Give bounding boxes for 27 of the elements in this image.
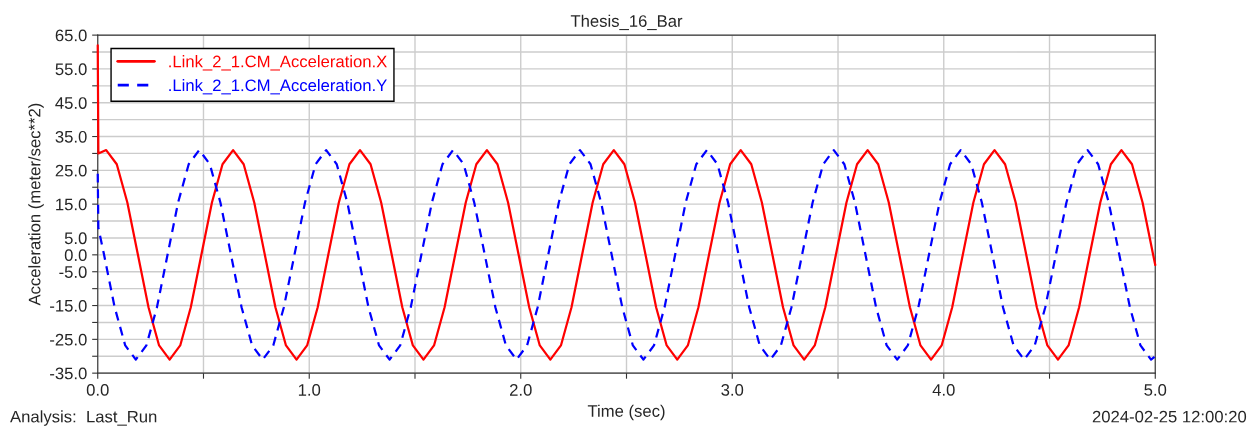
y-tick-label: -25.0 <box>50 333 87 346</box>
x-tick-label: 0.0 <box>86 384 109 396</box>
y-tick-label: -35.0 <box>50 367 87 380</box>
y-tick-label: -15.0 <box>50 299 87 312</box>
y-tick-label: 35.0 <box>55 130 87 143</box>
y-tick-label: 25.0 <box>55 164 87 177</box>
x-axis-title: Time (sec) <box>587 404 665 421</box>
y-tick-label: -5.0 <box>59 266 87 278</box>
y-tick-label: 5.0 <box>64 232 87 245</box>
x-tick-label: 1.0 <box>298 384 321 396</box>
legend-label: .Link_2_1.CM_Acceleration.X <box>169 55 387 71</box>
y-tick-label: 0.0 <box>64 249 87 262</box>
x-tick-label: 5.0 <box>1144 384 1167 396</box>
legend-label: .Link_2_1.CM_Acceleration.Y <box>169 78 387 95</box>
text: 2024-02-25 12:00:20 <box>1092 410 1247 423</box>
y-axis-title: Acceleration (meter/sec**2) <box>28 103 44 306</box>
x-tick-label: 3.0 <box>721 384 744 396</box>
line-series <box>96 148 1157 361</box>
y-tick-label: 45.0 <box>55 97 87 109</box>
x-tick-label: 2.0 <box>510 384 532 396</box>
y-tick-label: 65.0 <box>55 29 87 42</box>
chart-title: Thesis_16_Bar <box>570 14 683 31</box>
y-tick-label: 55.0 <box>55 63 87 76</box>
y-tick-label: 15.0 <box>56 198 87 211</box>
text: Analysis: Last_Run <box>10 410 157 426</box>
x-tick-label: 4.0 <box>932 384 955 396</box>
line-series <box>96 44 1157 361</box>
